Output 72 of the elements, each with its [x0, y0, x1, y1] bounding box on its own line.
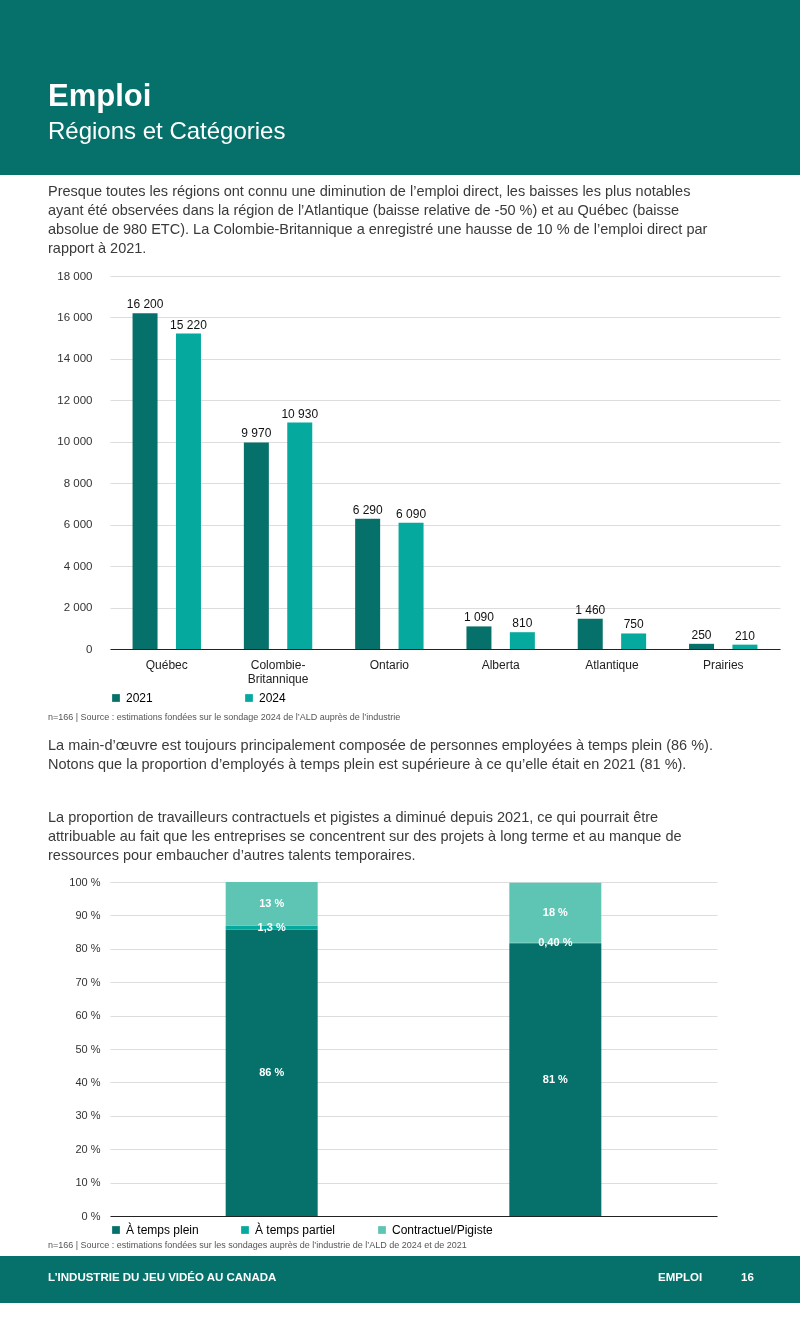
x-tick-label: Atlantique [585, 657, 639, 672]
y-tick-label: 0 [86, 642, 93, 655]
data-label: 210 [734, 628, 756, 643]
legend-label: 2024 [259, 691, 287, 705]
bar [621, 633, 647, 649]
y-tick-label: 18 000 [57, 269, 93, 282]
text: La proportion de travailleurs contractuels et pigistes a diminué depuis 2021, ce qui pourrait être attribuable au fait que les entreprises se concentrent sur des projets à long terme et au manque de ressources pour embaucher d’autres talents temporaires. [48, 809, 682, 863]
text: L’INDUSTRIE DU JEU VIDÉO AU CANADA [48, 1271, 277, 1283]
y-tick-label: 50 % [75, 1042, 101, 1055]
y-tick-label: 30 % [75, 1109, 101, 1122]
chart-title: Emploi [48, 78, 152, 113]
y-tick-label: 16 000 [57, 310, 93, 323]
bar [577, 618, 603, 649]
bar [243, 442, 269, 649]
text: n=166 | Source : estimations fondées sur les sondages auprès de l’industrie de l’ALD de 2024 et de 2021 [48, 1240, 467, 1250]
x-tick-label: Prairies [702, 657, 744, 672]
x-tick-label: Ontario [369, 657, 410, 672]
legend-label: 2021 [126, 691, 154, 705]
y-tick-label: 40 % [75, 1075, 101, 1088]
text: n=166 | Source : estimations fondées sur le sondage 2024 de l’ALD auprès de l’industrie [48, 712, 401, 722]
data-label: 16 200 [126, 297, 164, 312]
data-label: 0,40 % [538, 936, 573, 949]
y-tick-label: 60 % [75, 1009, 101, 1022]
bar [398, 522, 424, 649]
data-label: 1 090 [463, 610, 495, 625]
data-label: 750 [623, 617, 644, 632]
data-label: 10 930 [281, 406, 319, 421]
y-tick-label: 12 000 [57, 393, 93, 406]
bar [132, 313, 158, 649]
y-tick-label: 2 000 [63, 601, 93, 614]
legend-label: À temps plein [126, 1222, 199, 1237]
data-label: 6 290 [352, 502, 383, 517]
bar [175, 333, 201, 649]
y-tick-label: 14 000 [57, 352, 93, 365]
data-label: 1,3 % [257, 920, 286, 933]
y-tick-label: 80 % [75, 942, 101, 955]
x-tick-label: Québec [145, 657, 188, 672]
text: La main-d’œuvre est toujours principalement composée de personnes employées à temps plein (86 %). Notons que la proportion d’employés à temps plein est supérieure à ce qu’elle était en 2021 (81 %). [48, 737, 713, 772]
y-tick-label: 100 % [69, 875, 101, 888]
data-label: 9 970 [241, 426, 272, 441]
y-tick-label: 4 000 [63, 559, 93, 572]
legend-label: Contractuel/Pigiste [392, 1223, 494, 1237]
legend-label: À temps partiel [255, 1222, 336, 1237]
y-tick-label: 70 % [75, 975, 101, 988]
data-label: 810 [512, 616, 533, 631]
y-tick-label: 0 % [81, 1209, 101, 1222]
x-tick-label: Alberta [481, 657, 520, 672]
data-label: 15 220 [170, 317, 208, 332]
bar [287, 422, 313, 649]
bar [732, 644, 758, 649]
data-label: 6 090 [396, 506, 427, 521]
y-tick-label: 90 % [75, 908, 101, 921]
data-label: 18 % [542, 905, 569, 918]
y-tick-label: 10 % [75, 1176, 101, 1189]
text: 16 [741, 1271, 754, 1283]
x-tick-label: Colombie-Britannique [247, 657, 309, 686]
data-label: 13 % [259, 896, 285, 909]
y-tick-label: 20 % [75, 1142, 101, 1155]
bar [466, 626, 492, 649]
bar [689, 643, 715, 649]
chart-subtitle: Régions et Catégories [48, 117, 286, 144]
data-label: 81 % [542, 1073, 569, 1086]
data-label: 86 % [259, 1065, 285, 1078]
y-tick-label: 10 000 [57, 435, 93, 448]
text: Presque toutes les régions ont connu une diminution de l’emploi direct, les baisses les plus notables ayant été observées dans la région de l’Atlantique (baisse relative de -50 %) et au Québec (baisse absolue de 980 ETC). La Colombie-Britannique a enregistré une hausse de 10 % de l’emploi direct par rapport à 2021. [48, 183, 708, 256]
bar [355, 518, 381, 649]
data-label: 1 460 [575, 602, 606, 617]
y-tick-label: 6 000 [63, 518, 93, 531]
y-tick-label: 8 000 [63, 476, 93, 489]
text: EMPLOI [658, 1271, 703, 1283]
data-label: 250 [691, 627, 712, 642]
bar [509, 632, 535, 649]
